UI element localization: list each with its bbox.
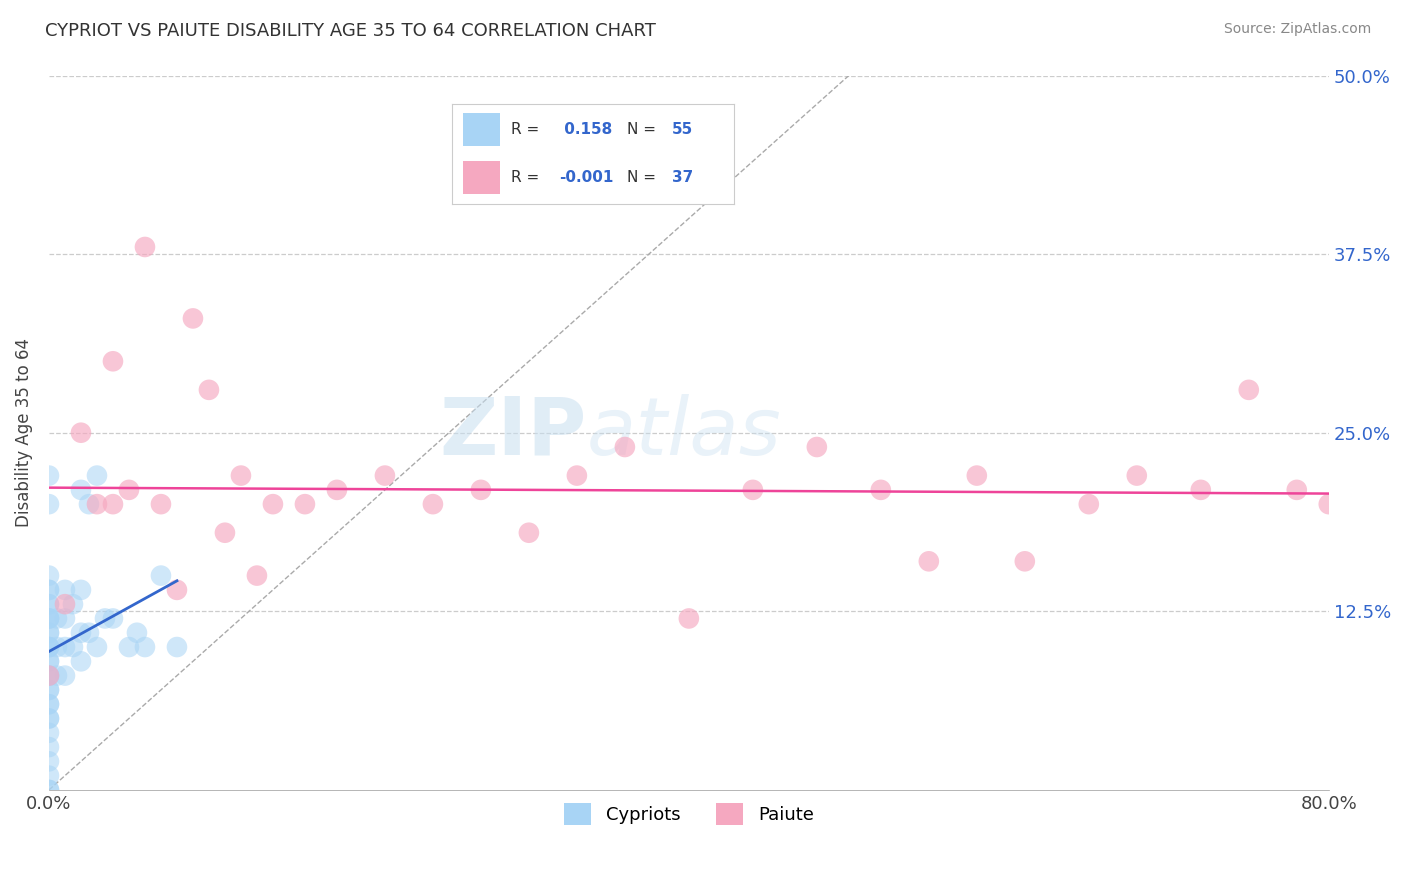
Point bbox=[38, 711, 60, 725]
Point bbox=[70, 625, 93, 640]
Point bbox=[422, 497, 444, 511]
Point bbox=[101, 497, 124, 511]
Y-axis label: Disability Age 35 to 64: Disability Age 35 to 64 bbox=[15, 338, 32, 527]
Point bbox=[38, 597, 60, 611]
Point bbox=[38, 640, 60, 654]
Point bbox=[741, 483, 763, 497]
Point bbox=[38, 568, 60, 582]
Point bbox=[101, 611, 124, 625]
Point bbox=[38, 711, 60, 725]
Point bbox=[1237, 383, 1260, 397]
Point bbox=[806, 440, 828, 454]
Point bbox=[1126, 468, 1149, 483]
Point bbox=[53, 611, 76, 625]
Text: atlas: atlas bbox=[586, 393, 782, 472]
Point bbox=[38, 697, 60, 711]
Point bbox=[38, 755, 60, 769]
Point bbox=[374, 468, 396, 483]
Point bbox=[38, 582, 60, 597]
Point bbox=[966, 468, 988, 483]
Point bbox=[38, 668, 60, 682]
Point bbox=[53, 597, 76, 611]
Point bbox=[134, 240, 156, 254]
Point bbox=[1317, 497, 1340, 511]
Point bbox=[565, 468, 588, 483]
Point bbox=[77, 497, 100, 511]
Point bbox=[294, 497, 316, 511]
Point bbox=[678, 611, 700, 625]
Point bbox=[38, 697, 60, 711]
Point bbox=[86, 497, 108, 511]
Point bbox=[181, 311, 204, 326]
Point bbox=[62, 640, 84, 654]
Point bbox=[38, 611, 60, 625]
Point bbox=[869, 483, 891, 497]
Point bbox=[38, 611, 60, 625]
Point bbox=[166, 640, 188, 654]
Point bbox=[470, 483, 492, 497]
Point bbox=[94, 611, 117, 625]
Point bbox=[38, 682, 60, 697]
Point bbox=[53, 668, 76, 682]
Point bbox=[38, 625, 60, 640]
Point bbox=[70, 483, 93, 497]
Point bbox=[38, 625, 60, 640]
Point bbox=[77, 625, 100, 640]
Point bbox=[38, 468, 60, 483]
Legend: Cypriots, Paiute: Cypriots, Paiute bbox=[555, 795, 823, 835]
Point bbox=[134, 640, 156, 654]
Point bbox=[38, 497, 60, 511]
Point bbox=[38, 682, 60, 697]
Point bbox=[38, 640, 60, 654]
Point bbox=[62, 597, 84, 611]
Point bbox=[38, 654, 60, 668]
Point bbox=[38, 783, 60, 797]
Point bbox=[38, 783, 60, 797]
Point bbox=[38, 654, 60, 668]
Point bbox=[38, 725, 60, 739]
Point bbox=[125, 625, 148, 640]
Point bbox=[1285, 483, 1308, 497]
Point bbox=[613, 440, 636, 454]
Text: CYPRIOT VS PAIUTE DISABILITY AGE 35 TO 64 CORRELATION CHART: CYPRIOT VS PAIUTE DISABILITY AGE 35 TO 6… bbox=[45, 22, 655, 40]
Point bbox=[38, 611, 60, 625]
Point bbox=[38, 597, 60, 611]
Point bbox=[214, 525, 236, 540]
Point bbox=[70, 425, 93, 440]
Point bbox=[46, 640, 69, 654]
Point bbox=[53, 640, 76, 654]
Point bbox=[46, 668, 69, 682]
Point bbox=[38, 640, 60, 654]
Point bbox=[166, 582, 188, 597]
Point bbox=[326, 483, 349, 497]
Point bbox=[229, 468, 252, 483]
Point bbox=[118, 640, 141, 654]
Point bbox=[1014, 554, 1036, 568]
Point bbox=[46, 611, 69, 625]
Point bbox=[38, 582, 60, 597]
Point bbox=[918, 554, 941, 568]
Text: Source: ZipAtlas.com: Source: ZipAtlas.com bbox=[1223, 22, 1371, 37]
Point bbox=[38, 668, 60, 682]
Point bbox=[38, 769, 60, 783]
Point bbox=[86, 640, 108, 654]
Point bbox=[246, 568, 269, 582]
Point bbox=[86, 468, 108, 483]
Point bbox=[38, 668, 60, 682]
Point bbox=[70, 582, 93, 597]
Point bbox=[101, 354, 124, 368]
Point bbox=[53, 582, 76, 597]
Point bbox=[70, 654, 93, 668]
Point bbox=[1077, 497, 1099, 511]
Point bbox=[149, 568, 172, 582]
Point bbox=[1189, 483, 1212, 497]
Point bbox=[38, 740, 60, 755]
Point bbox=[517, 525, 540, 540]
Point bbox=[118, 483, 141, 497]
Text: ZIP: ZIP bbox=[439, 393, 586, 472]
Point bbox=[149, 497, 172, 511]
Point bbox=[198, 383, 221, 397]
Point bbox=[262, 497, 284, 511]
